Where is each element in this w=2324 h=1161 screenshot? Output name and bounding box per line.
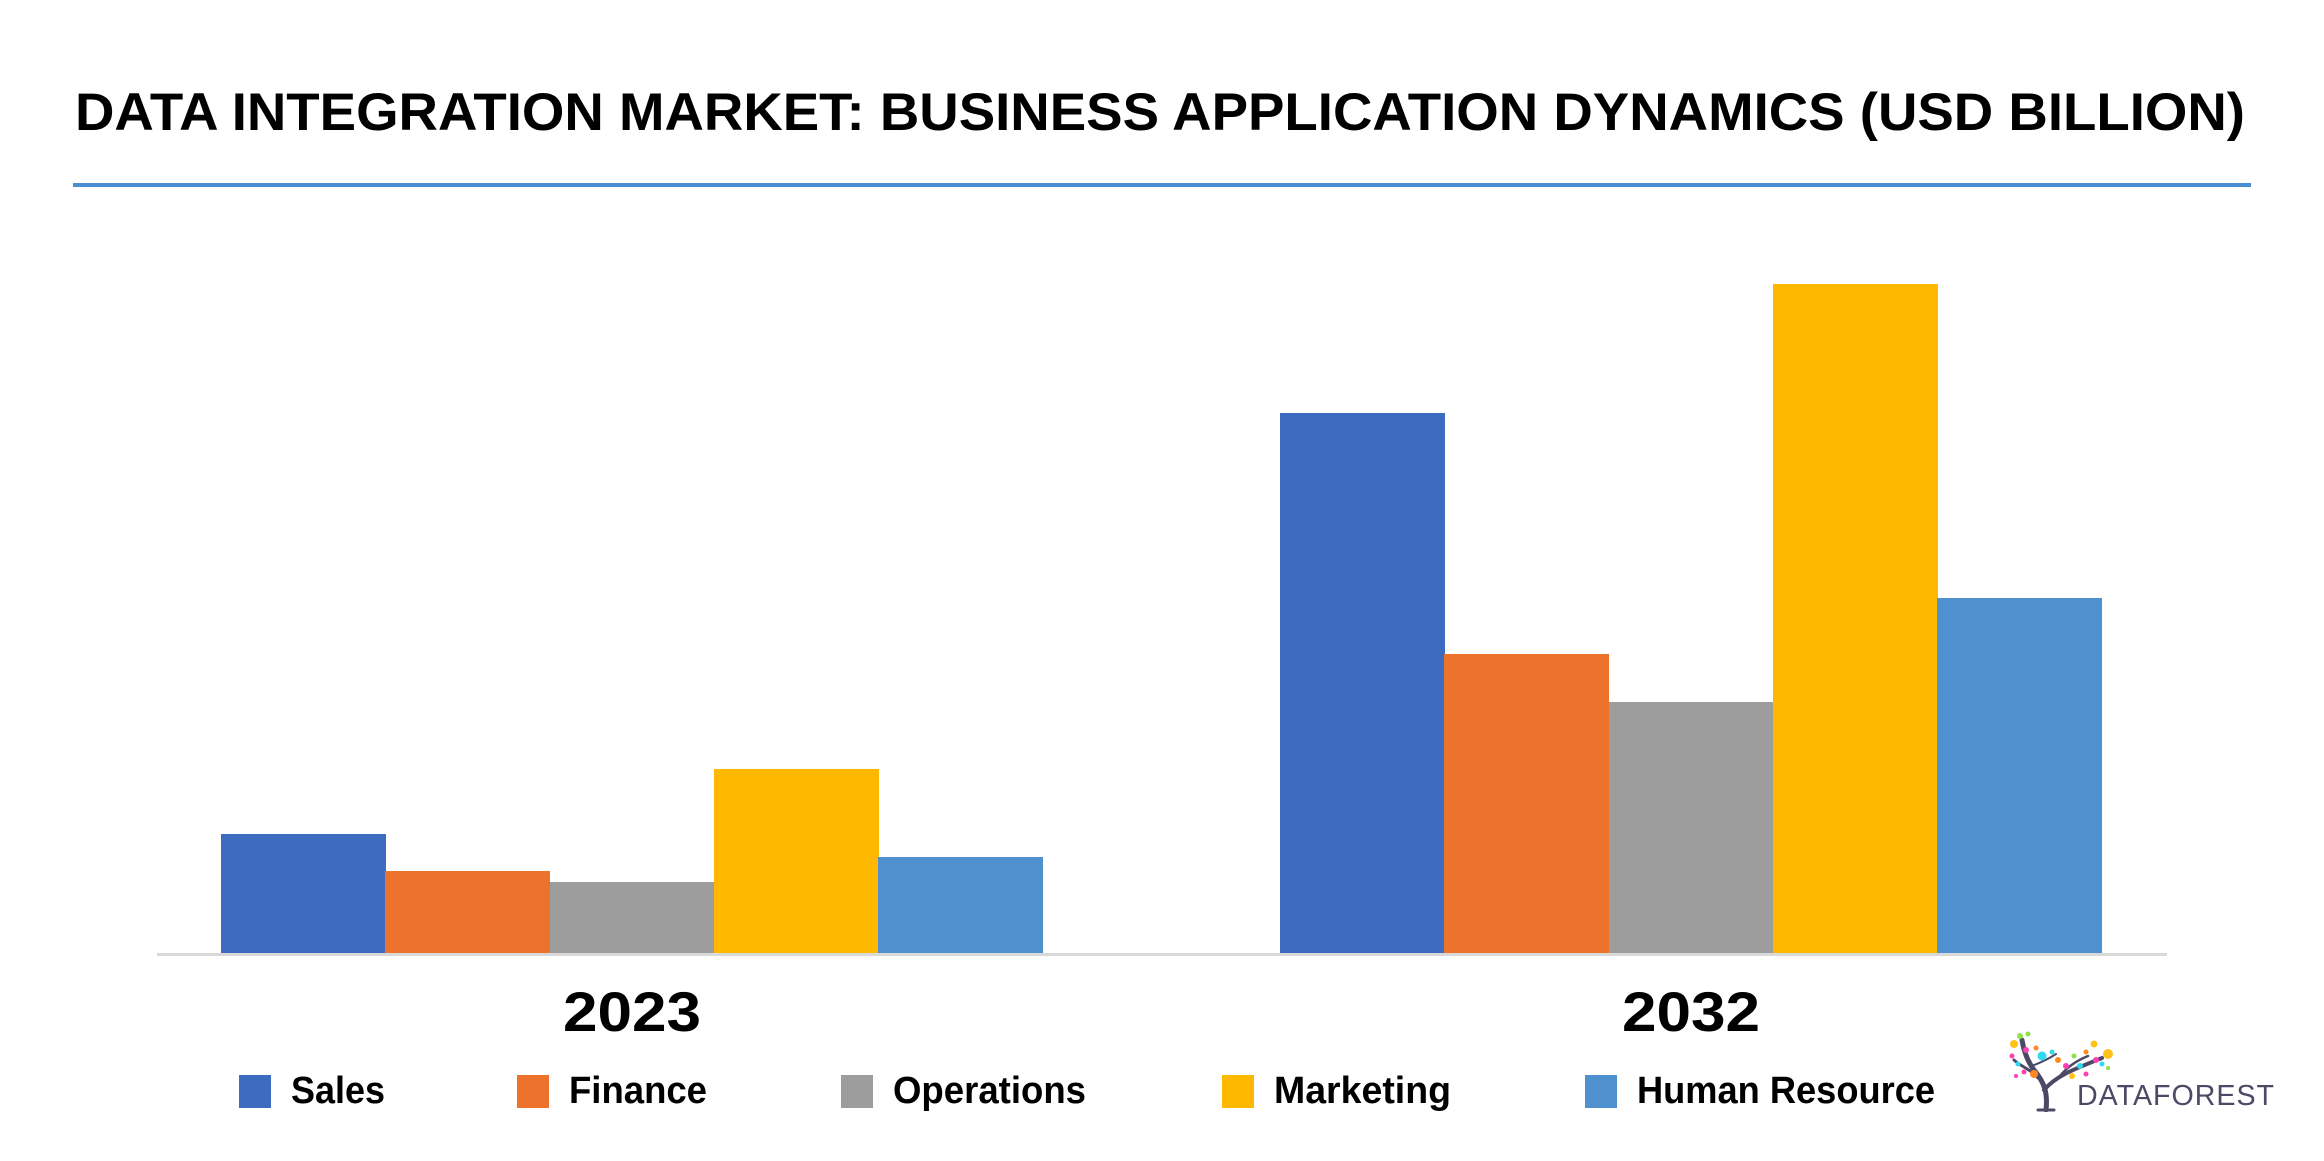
legend-swatch [1222,1075,1254,1108]
legend-label: Marketing [1274,1070,1451,1112]
x-tick-label: 2023 [562,980,701,1043]
bar-2023-finance [385,871,551,953]
legend-swatch [517,1075,549,1108]
bar-2032-finance [1444,653,1610,953]
bar-2023-marketing [713,769,879,953]
tree-logo-icon [2009,1031,2113,1112]
bar-2032-human-resource [1937,598,2103,953]
legend-item-operations: Operations [841,1070,1094,1112]
bar-2023-human-resource [878,856,1044,953]
bar-2032-marketing [1772,284,1938,953]
legend-swatch [239,1075,271,1108]
x-axis-line [157,953,2167,956]
chart-title: DATA INTEGRATION MARKET: BUSINESS APPLIC… [75,83,2245,142]
legend-label: Operations [893,1070,1086,1112]
legend-label: Finance [569,1070,707,1112]
legend-label: Sales [291,1070,385,1112]
legend-item-sales: Sales [239,1070,390,1112]
bar-2032-operations [1608,701,1774,953]
title-underline [73,183,2251,187]
legend-item-finance: Finance [517,1070,713,1112]
logo-wordmark: DATAFOREST [2077,1080,2275,1112]
legend-swatch [1585,1075,1617,1108]
bar-2023-operations [549,882,715,953]
x-tick-label: 2032 [1621,980,1760,1043]
dataforest-logo: DATAFOREST [2008,1030,2283,1112]
legend-item-marketing: Marketing [1222,1070,1453,1112]
legend-item-human-resource: Human Resource [1585,1070,1950,1112]
bar-2023-sales [221,833,386,953]
legend-label: Human Resource [1637,1070,1935,1112]
legend-swatch [841,1075,873,1108]
bar-2032-sales [1280,412,1445,953]
